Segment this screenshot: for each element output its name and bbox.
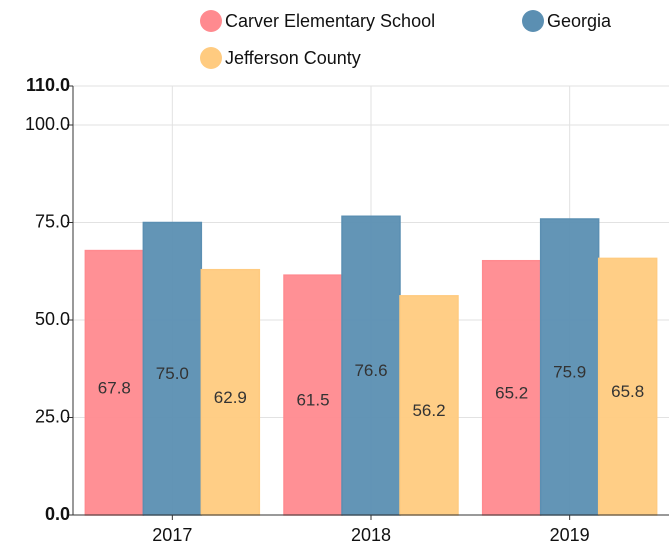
bar: [283, 274, 343, 516]
bar: [84, 249, 145, 516]
bar: [200, 268, 261, 516]
value-label: 67.8: [98, 378, 131, 397]
legend-swatch: [200, 10, 222, 32]
value-label: 75.0: [156, 364, 189, 383]
legend-swatch: [522, 10, 544, 32]
x-tick-label: 2017: [152, 525, 192, 545]
value-label: 65.8: [611, 382, 644, 401]
value-label: 76.6: [354, 361, 387, 380]
y-tick-label: 75.0: [35, 211, 70, 231]
bar: [539, 218, 600, 516]
x-tick-label: 2018: [351, 525, 391, 545]
bar: [399, 295, 459, 516]
bar: [481, 259, 542, 516]
y-tick-label: 100.0: [25, 114, 70, 134]
legend-label: Georgia: [547, 11, 612, 31]
legend-swatch: [200, 47, 222, 69]
y-tick-label: 110.0: [26, 75, 70, 95]
value-label: 56.2: [412, 401, 445, 420]
bar: [597, 257, 658, 516]
x-tick-label: 2019: [550, 525, 590, 545]
value-label: 65.2: [495, 383, 528, 402]
y-tick-label: 0.0: [45, 504, 70, 524]
value-label: 75.9: [553, 362, 586, 381]
value-label: 61.5: [296, 391, 329, 410]
legend-label: Carver Elementary School: [225, 11, 435, 31]
legend-label: Jefferson County: [225, 48, 361, 68]
y-tick-label: 25.0: [35, 406, 70, 426]
y-tick-label: 50.0: [35, 309, 70, 329]
value-label: 62.9: [214, 388, 247, 407]
bar: [341, 215, 401, 516]
